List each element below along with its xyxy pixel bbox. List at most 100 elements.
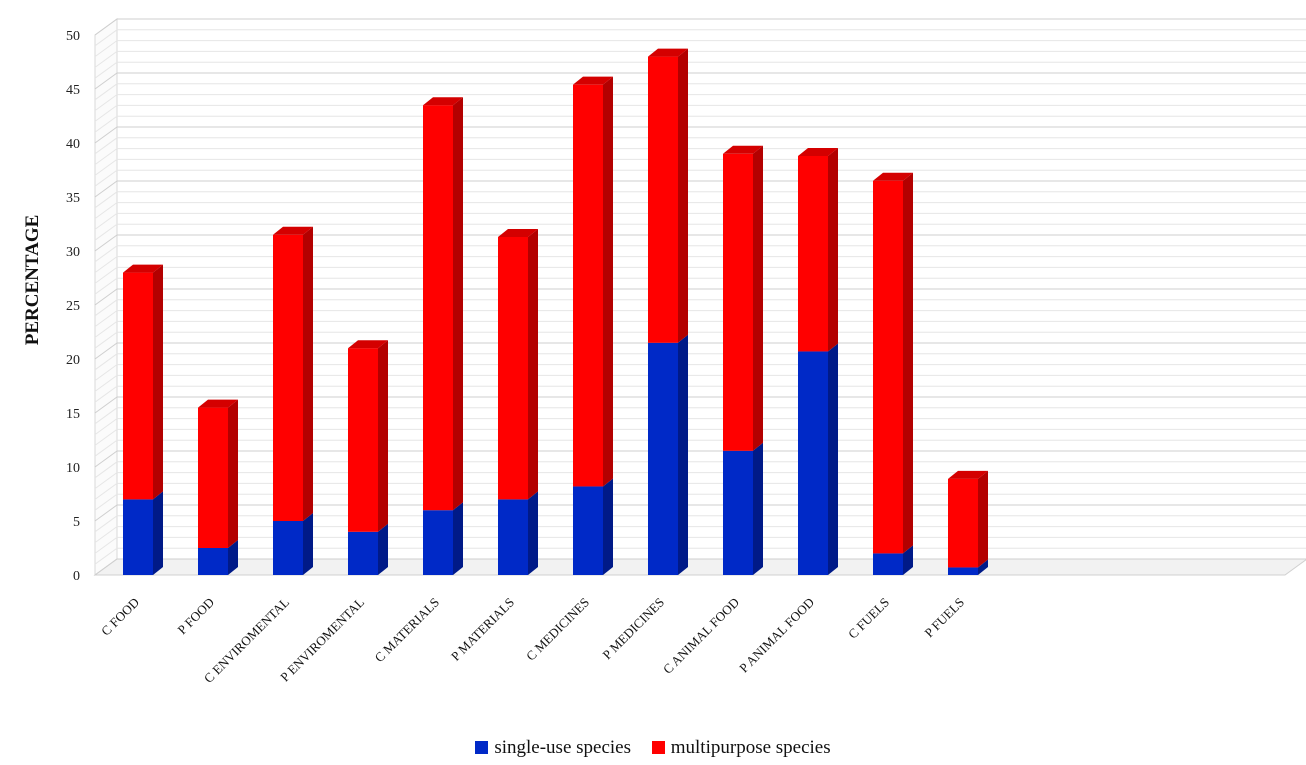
gridline	[94, 18, 1306, 36]
legend-item-single-use: single-use species	[475, 737, 631, 759]
bars	[123, 48, 988, 575]
bar-single-use-5	[498, 491, 538, 575]
gridline	[94, 180, 1306, 198]
legend-item-multipurpose: multipurpose species	[651, 736, 831, 759]
bar-multipurpose-2	[273, 226, 313, 522]
bar-top	[273, 226, 313, 235]
legend-label-multipurpose: multipurpose species	[670, 736, 831, 758]
bar-side	[303, 226, 313, 522]
bar-single-use-1	[198, 540, 238, 575]
gridline	[94, 83, 1306, 101]
gridline	[94, 94, 1306, 112]
gridline	[94, 169, 1306, 187]
bar-top	[348, 340, 388, 349]
bar-front	[798, 351, 828, 575]
bar-multipurpose-3	[348, 340, 388, 532]
bar-front	[948, 567, 978, 575]
bar-top	[123, 264, 163, 273]
bar-side	[378, 523, 388, 575]
bar-front	[348, 531, 378, 575]
gridline	[94, 61, 1306, 79]
bar-side	[753, 145, 763, 451]
bar-multipurpose-4	[423, 97, 463, 511]
y-tick-label: 35	[66, 191, 80, 206]
bar-side	[603, 76, 613, 487]
bar-side	[528, 491, 538, 575]
bar-side	[678, 48, 688, 343]
y-tick-label: 25	[66, 299, 80, 314]
bar-multipurpose-10	[873, 172, 913, 554]
gridline	[94, 148, 1306, 166]
gridline	[94, 137, 1306, 155]
bar-side	[753, 442, 763, 575]
x-tick-label: P ANIMAL FOOD	[736, 595, 817, 676]
x-tick-label: C FUELS	[845, 595, 892, 642]
bar-front	[123, 272, 153, 500]
bar-side	[978, 470, 988, 568]
bar-front	[723, 450, 753, 575]
bar-multipurpose-1	[198, 399, 238, 548]
bar-single-use-8	[723, 442, 763, 575]
bar-front	[573, 84, 603, 487]
bar-front	[798, 155, 828, 352]
bar-side	[903, 172, 913, 554]
bar-multipurpose-6	[573, 76, 613, 487]
bar-front	[348, 348, 378, 532]
bar-side	[303, 513, 313, 575]
bar-single-use-0	[123, 491, 163, 575]
y-tick-label: 50	[66, 29, 80, 44]
bar-front	[198, 548, 228, 575]
bar-front	[273, 521, 303, 575]
gridline	[94, 104, 1306, 122]
bar-top	[723, 145, 763, 154]
bar-single-use-7	[648, 334, 688, 575]
bar-top	[198, 399, 238, 408]
x-tick-label: P MEDICINES	[599, 595, 667, 663]
bar-front	[423, 105, 453, 511]
bar-front	[198, 407, 228, 548]
bar-multipurpose-9	[798, 147, 838, 352]
bar-front	[873, 553, 903, 575]
bar-top	[948, 470, 988, 479]
bar-side	[978, 559, 988, 575]
bar-front	[873, 180, 903, 554]
gridline	[94, 115, 1306, 133]
x-tick-label: P MATERIALS	[448, 595, 517, 664]
bar-front	[948, 478, 978, 568]
y-tick-label: 45	[66, 83, 80, 98]
legend-swatch-multipurpose	[651, 740, 665, 754]
y-tick-label: 15	[66, 407, 80, 422]
bar-multipurpose-11	[948, 470, 988, 568]
bar-side	[453, 502, 463, 575]
bar-top	[648, 48, 688, 57]
bar-single-use-10	[873, 545, 913, 575]
bar-single-use-6	[573, 478, 613, 575]
bar-front	[123, 499, 153, 575]
bar-side	[678, 334, 688, 575]
bar-side	[378, 340, 388, 532]
bar-single-use-11	[948, 559, 988, 575]
gridline	[94, 158, 1306, 176]
bar-front	[273, 234, 303, 522]
gridline	[94, 126, 1306, 144]
x-tick-label: P ENVIROMENTAL	[277, 594, 367, 684]
bar-multipurpose-0	[123, 264, 163, 500]
y-axis-label: PERCENTAGE	[22, 215, 43, 346]
bar-front	[648, 342, 678, 575]
gridline	[94, 50, 1306, 68]
bar-multipurpose-7	[648, 48, 688, 343]
gridline	[94, 202, 1306, 220]
gridline	[94, 29, 1306, 47]
x-tick-label: C ANIMAL FOOD	[660, 595, 742, 677]
bar-multipurpose-8	[723, 145, 763, 451]
gridline	[94, 72, 1306, 90]
legend-label-single-use: single-use species	[494, 736, 631, 758]
bar-top	[498, 228, 538, 237]
bar-top	[573, 76, 613, 85]
legend: single-use species multipurpose species	[0, 736, 1306, 759]
y-tick-label: 20	[66, 353, 80, 368]
x-tick-label: C MEDICINES	[523, 595, 592, 664]
bar-single-use-3	[348, 523, 388, 575]
